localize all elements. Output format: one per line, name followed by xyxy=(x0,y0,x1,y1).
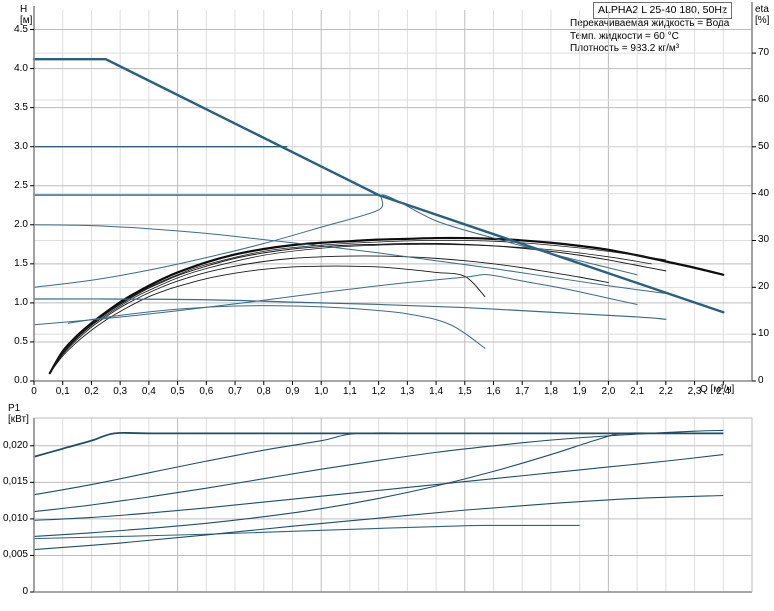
q-tick-0-7: 0,7 xyxy=(228,386,242,397)
curve-eta-curve-upper xyxy=(33,224,667,295)
eta-axis-title: eta [%] xyxy=(755,4,770,26)
q-tick-2-3: 2,3 xyxy=(687,386,702,397)
q-axis-title: Q [м³/ч] xyxy=(700,384,735,395)
curve-p1-max-speed xyxy=(33,431,724,458)
p1-tick-0-005: 0,005 xyxy=(2,549,28,561)
h-tick-2-0: 2.0 xyxy=(14,218,28,230)
q-tick-1-3: 1,3 xyxy=(400,386,415,397)
h-tick-3-0: 3.0 xyxy=(14,140,28,152)
h-tick-2-5: 2.5 xyxy=(14,179,28,191)
q-tick-2-1: 2,1 xyxy=(630,386,645,397)
q-tick-1-4: 1,4 xyxy=(429,386,444,397)
plot-frames xyxy=(30,2,756,593)
eta-tick-60: 60 xyxy=(758,93,770,105)
q-tick-0-4: 0,4 xyxy=(141,386,156,397)
q-tick-2-4: 2,4 xyxy=(716,386,731,397)
curve-p1-speed-4 xyxy=(33,454,724,521)
info-line-density: Плотность = 983.2 кг/м³ xyxy=(570,43,680,55)
info-line-pumped-liquid: Перекачиваемая жидкость = Вода xyxy=(570,18,730,29)
q-tick-0-2: 0,2 xyxy=(84,386,99,397)
p1-tick-0: 0 xyxy=(22,586,28,597)
head-chart-curves xyxy=(32,58,725,375)
curve-eta-curve-flat-1.05 xyxy=(33,298,667,320)
q-tick-0-3: 0,3 xyxy=(113,386,128,397)
eta-tick-0: 0 xyxy=(758,375,764,386)
curve-p1-speed-5 xyxy=(33,432,724,537)
q-tick-0: 0 xyxy=(31,386,37,397)
eta-tick-10: 10 xyxy=(758,328,770,340)
q-tick-0-6: 0,6 xyxy=(199,386,214,397)
curve-max-curve-speed-3 xyxy=(48,236,725,375)
info-line-liquid-temperature: Темп. жидкости = 60 °C xyxy=(570,30,679,42)
q-tick-1-9: 1,9 xyxy=(572,386,587,397)
q-tick-1-6: 1,6 xyxy=(486,386,501,397)
curve-p1-speed-2 xyxy=(33,432,609,496)
eta-tick-30: 30 xyxy=(758,234,770,246)
q-tick-1-2: 1,2 xyxy=(371,386,386,397)
q-tick-1-5: 1,5 xyxy=(457,386,472,397)
h-tick-0-5: 0.5 xyxy=(14,335,28,347)
curve-eta-curve-rising-1 xyxy=(33,194,638,288)
curve-p1-eta-flat-a xyxy=(33,524,580,540)
head-chart-grid xyxy=(33,10,753,382)
h-tick-0-0: 0.0 xyxy=(14,375,28,386)
q-tick-1-1: 1,1 xyxy=(342,386,357,397)
h-tick-1-0: 1.0 xyxy=(14,296,28,308)
h-tick-4-5: 4.5 xyxy=(14,23,28,35)
chart-title: ALPHA2 L 25-40 180, 50Hz xyxy=(598,4,728,16)
power-chart-curves xyxy=(33,429,724,551)
curve-curve-speed-1 xyxy=(49,265,486,374)
h-tick-3-5: 3.5 xyxy=(14,101,28,113)
curve-eta-curve-lower-arc xyxy=(67,305,486,349)
curve-p1-eta-flat-b xyxy=(33,494,724,551)
eta-tick-70: 70 xyxy=(758,47,770,59)
chart-title-box: ALPHA2 L 25-40 180, 50Hz xyxy=(593,2,733,19)
q-tick-2-2: 2,2 xyxy=(658,386,673,397)
p1-tick-0-015: 0,015 xyxy=(2,476,28,488)
q-tick-2-0: 2,0 xyxy=(601,386,616,397)
eta-tick-50: 50 xyxy=(758,140,770,152)
q-tick-0-9: 0,9 xyxy=(285,386,300,397)
curve-curve-inner-b xyxy=(49,243,652,374)
p1-axis-title: P1 [кВт] xyxy=(8,403,29,425)
eta-tick-40: 40 xyxy=(758,187,770,199)
curve-control-curve-proportional-max xyxy=(32,58,725,314)
q-tick-0-1: 0,1 xyxy=(55,386,70,397)
h-tick-4-0: 4.0 xyxy=(14,62,28,74)
q-tick-0-8: 0,8 xyxy=(256,386,271,397)
p1-tick-0-010: 0,010 xyxy=(2,512,28,524)
curve-max-curve-speed-3b xyxy=(49,242,667,374)
curve-curve-speed-2 xyxy=(49,255,609,374)
curve-p1-speed-3 xyxy=(33,429,724,513)
curve-eta-curve-rising-2 xyxy=(33,274,638,326)
eta-tick-20: 20 xyxy=(758,281,770,293)
h-tick-1-5: 1.5 xyxy=(14,257,28,269)
curve-curve-inner-a xyxy=(49,239,667,374)
q-tick-1-7: 1,7 xyxy=(515,386,530,397)
p1-tick-0-020: 0,020 xyxy=(2,439,28,451)
q-tick-0-5: 0,5 xyxy=(170,386,185,397)
power-chart-grid xyxy=(33,418,753,593)
liquid-info-block: Перекачиваемая жидкость = Вода Темп. жид… xyxy=(570,18,729,56)
q-tick-1-0: 1,0 xyxy=(314,386,329,397)
q-tick-1-8: 1,8 xyxy=(544,386,558,397)
h-axis-title: H [м] xyxy=(20,4,33,26)
